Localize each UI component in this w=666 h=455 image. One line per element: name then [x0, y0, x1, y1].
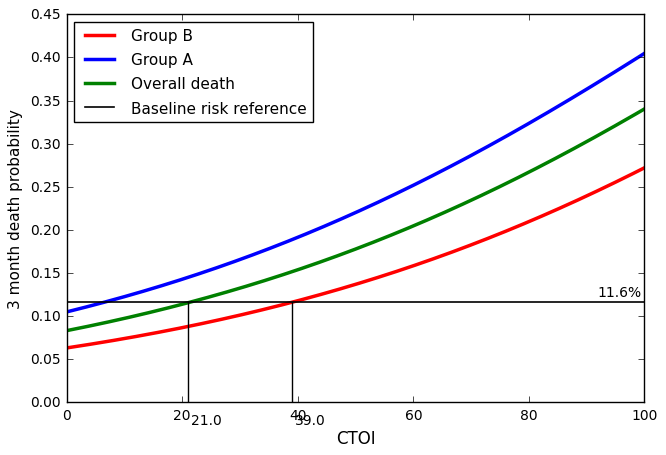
- Group A: [296, 234, 304, 239]
- Group A: [641, 51, 649, 57]
- Group A: [513, 128, 521, 133]
- Overall death: [296, 267, 304, 272]
- Group B: [460, 246, 468, 251]
- Group B: [296, 298, 304, 303]
- Overall death: [122, 316, 130, 321]
- Text: 21.0: 21.0: [191, 413, 222, 427]
- Text: 39.0: 39.0: [295, 413, 326, 427]
- Group B: [122, 336, 130, 341]
- Overall death: [63, 328, 71, 334]
- Group B: [641, 166, 649, 171]
- Line: Overall death: Overall death: [67, 110, 645, 331]
- Y-axis label: 3 month death probability: 3 month death probability: [9, 109, 23, 308]
- Overall death: [460, 202, 468, 207]
- Overall death: [523, 171, 531, 176]
- Line: Group B: Group B: [67, 168, 645, 348]
- Legend: Group B, Group A, Overall death, Baseline risk reference: Group B, Group A, Overall death, Baselin…: [74, 23, 312, 122]
- Line: Group A: Group A: [67, 54, 645, 312]
- Group A: [523, 122, 531, 127]
- Overall death: [513, 176, 521, 182]
- Text: 11.6%: 11.6%: [597, 285, 641, 299]
- Overall death: [317, 259, 325, 265]
- Group A: [317, 225, 325, 231]
- Group A: [122, 294, 130, 299]
- Overall death: [641, 107, 649, 112]
- Group B: [513, 224, 521, 230]
- Group B: [63, 345, 71, 351]
- Group A: [63, 309, 71, 315]
- Group B: [317, 292, 325, 298]
- Group B: [523, 220, 531, 225]
- X-axis label: CTOI: CTOI: [336, 429, 376, 447]
- Group A: [460, 157, 468, 163]
